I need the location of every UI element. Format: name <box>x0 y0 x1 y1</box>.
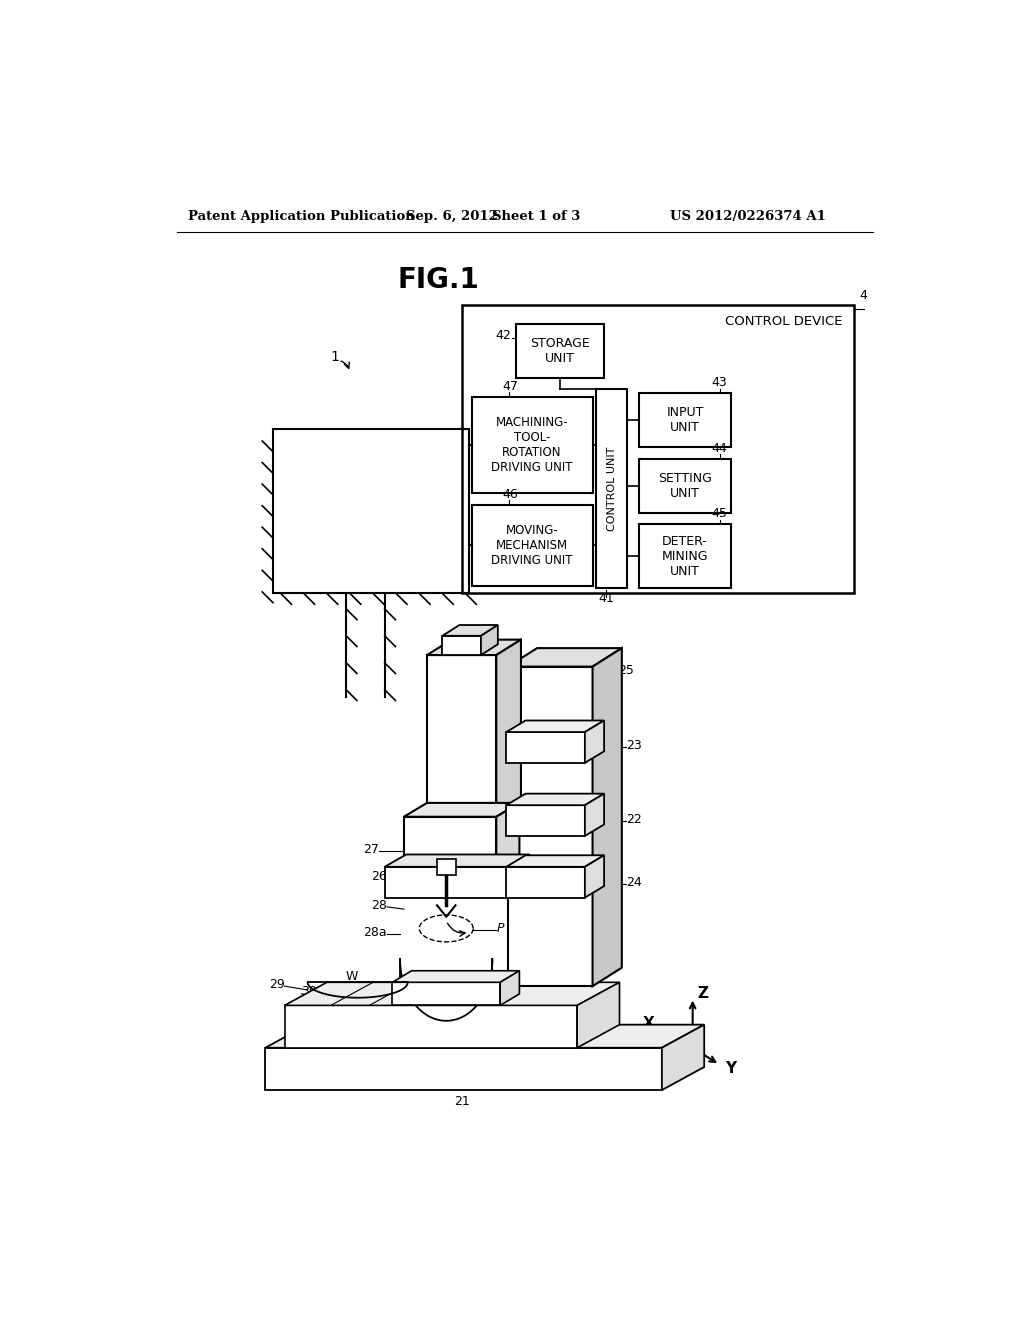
Polygon shape <box>265 1024 705 1048</box>
Text: 30: 30 <box>301 985 317 998</box>
Text: 26: 26 <box>372 870 387 883</box>
Text: 4: 4 <box>859 289 867 302</box>
Text: 2: 2 <box>547 652 555 665</box>
Text: P: P <box>497 921 504 935</box>
Polygon shape <box>392 970 519 982</box>
Text: 42: 42 <box>496 329 511 342</box>
Polygon shape <box>578 982 620 1048</box>
Text: SETTING
UNIT: SETTING UNIT <box>658 471 712 500</box>
Text: T: T <box>456 883 463 896</box>
Bar <box>442 636 481 655</box>
Bar <box>639 524 731 589</box>
Bar <box>265 1048 662 1090</box>
Polygon shape <box>285 982 620 1006</box>
Text: 27: 27 <box>362 843 379 857</box>
Text: 28a: 28a <box>364 925 387 939</box>
Bar <box>285 1006 578 1048</box>
Text: 46: 46 <box>503 488 518 502</box>
Bar <box>508 667 593 986</box>
Text: 1: 1 <box>330 350 339 364</box>
Polygon shape <box>497 640 521 821</box>
Polygon shape <box>662 1024 705 1090</box>
Text: Patent Application Publication: Patent Application Publication <box>188 210 415 223</box>
Bar <box>385 867 508 898</box>
Polygon shape <box>497 803 519 875</box>
Text: 21: 21 <box>454 1096 470 1109</box>
Bar <box>462 305 854 594</box>
Bar <box>506 805 585 836</box>
Polygon shape <box>585 721 604 763</box>
Bar <box>427 655 497 821</box>
Polygon shape <box>506 721 604 733</box>
Text: US 2012/0226374 A1: US 2012/0226374 A1 <box>670 210 825 223</box>
Text: DETER-
MINING
UNIT: DETER- MINING UNIT <box>662 535 709 578</box>
Bar <box>515 323 604 378</box>
Polygon shape <box>385 854 529 867</box>
Text: MACHINING-
TOOL-
ROTATION
DRIVING UNIT: MACHINING- TOOL- ROTATION DRIVING UNIT <box>492 416 572 474</box>
Text: X: X <box>642 1015 654 1031</box>
Text: CONTROL UNIT: CONTROL UNIT <box>607 446 616 531</box>
Bar <box>403 817 497 875</box>
Text: STORAGE
UNIT: STORAGE UNIT <box>530 337 590 364</box>
Polygon shape <box>585 855 604 898</box>
Bar <box>506 733 585 763</box>
Polygon shape <box>585 793 604 836</box>
Polygon shape <box>506 855 604 867</box>
Bar <box>639 459 731 512</box>
Text: Y: Y <box>725 1061 736 1076</box>
Polygon shape <box>508 648 622 667</box>
Polygon shape <box>508 854 529 898</box>
Text: 41: 41 <box>599 593 614 606</box>
Text: 29: 29 <box>269 978 285 991</box>
Text: 22: 22 <box>626 813 641 825</box>
Text: 45: 45 <box>712 507 727 520</box>
Bar <box>392 982 500 1006</box>
Bar <box>596 389 628 589</box>
Text: 23: 23 <box>626 739 641 752</box>
Polygon shape <box>427 640 521 655</box>
Text: W: W <box>345 970 357 982</box>
Polygon shape <box>481 626 498 655</box>
Text: 47: 47 <box>503 380 518 393</box>
Polygon shape <box>442 626 498 636</box>
Bar <box>472 504 593 586</box>
Polygon shape <box>500 970 519 1006</box>
Text: INPUT
UNIT: INPUT UNIT <box>667 407 703 434</box>
Bar <box>639 393 731 447</box>
Text: MOVING-
MECHANISM
DRIVING UNIT: MOVING- MECHANISM DRIVING UNIT <box>492 524 572 566</box>
Polygon shape <box>506 793 604 805</box>
Text: 25: 25 <box>617 664 634 677</box>
Text: 43: 43 <box>712 376 727 389</box>
Bar <box>472 397 593 494</box>
Bar <box>273 429 469 594</box>
Text: 44: 44 <box>712 442 727 455</box>
Text: CONTROL DEVICE: CONTROL DEVICE <box>725 315 843 329</box>
Text: Z: Z <box>697 986 709 1002</box>
Polygon shape <box>403 803 519 817</box>
Text: 31: 31 <box>468 970 483 983</box>
Text: FIG.1: FIG.1 <box>397 267 479 294</box>
Polygon shape <box>593 648 622 986</box>
Text: 24: 24 <box>626 875 641 888</box>
Text: Sep. 6, 2012: Sep. 6, 2012 <box>407 210 498 223</box>
Text: Sheet 1 of 3: Sheet 1 of 3 <box>493 210 581 223</box>
Text: 28: 28 <box>371 899 387 912</box>
Bar <box>437 859 456 875</box>
Bar <box>506 867 585 898</box>
